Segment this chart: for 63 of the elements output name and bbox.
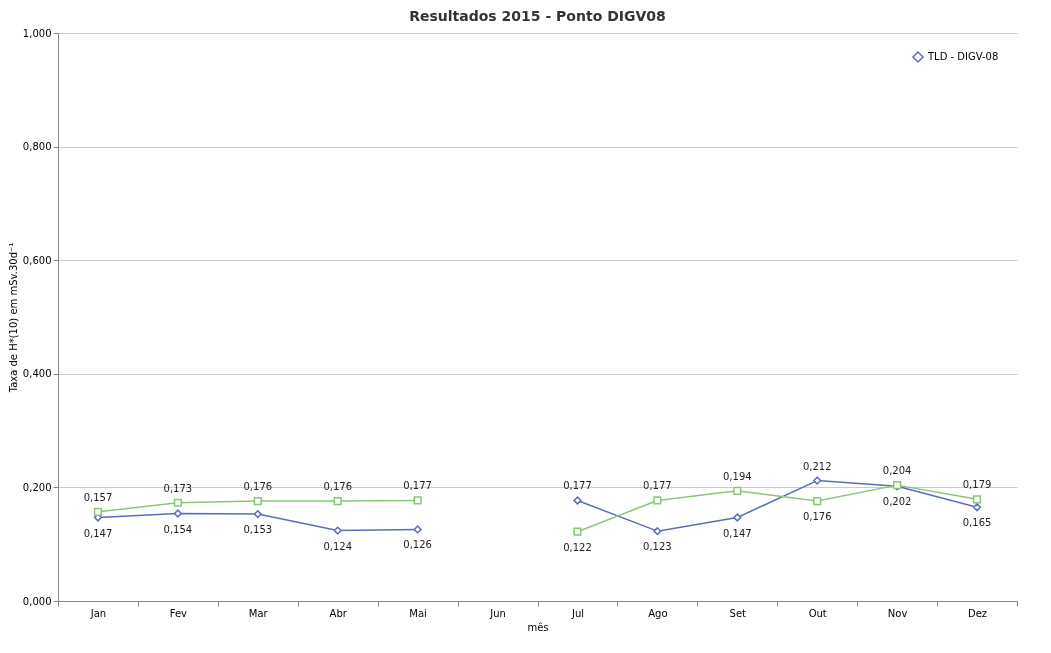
y-axis-title: Taxa de H*(10) em mSv.30d⁻¹: [7, 242, 19, 394]
data-label: 0,122: [563, 541, 592, 553]
point: [972, 495, 982, 504]
point: [733, 486, 742, 495]
data-label: 0,176: [802, 511, 832, 523]
point: [813, 496, 822, 506]
y-tick-label: 0,600: [22, 254, 52, 266]
point: [573, 496, 582, 505]
x-tick-label: Ago: [648, 607, 668, 619]
data-label: 0,147: [83, 527, 113, 539]
point: [93, 507, 103, 516]
point: [333, 496, 342, 506]
x-tick-label: Jul: [570, 607, 584, 619]
data-label: 0,177: [403, 480, 432, 492]
data-label: 0,124: [323, 540, 353, 552]
point: [413, 496, 422, 505]
point: [573, 527, 582, 536]
point: [413, 525, 422, 534]
data-label: 0,123: [643, 541, 672, 553]
data-label: 0,202: [882, 496, 912, 508]
chart-title: Resultados 2015 - Ponto DIGV08: [409, 8, 666, 24]
data-label: 0,165: [962, 517, 992, 529]
point: [173, 498, 182, 507]
point: [173, 509, 182, 518]
x-tick-label: Out: [808, 607, 827, 619]
point: [253, 496, 262, 506]
data-label: 0,176: [323, 481, 353, 493]
x-axis-title: mês: [527, 621, 549, 633]
x-tick-label: Jun: [489, 607, 506, 619]
point: [972, 503, 982, 512]
data-label: 0,126: [403, 539, 432, 551]
data-label: 0,177: [563, 480, 592, 492]
data-label: 0,177: [643, 480, 672, 492]
point: [813, 476, 822, 485]
x-tick-label: Nov: [887, 607, 908, 619]
x-tick-label: Mar: [248, 607, 269, 619]
point: [253, 509, 262, 519]
y-tick-label: 0,200: [22, 481, 52, 493]
point: [653, 527, 662, 536]
y-tick-label: 0,800: [22, 141, 52, 153]
point: [733, 513, 742, 522]
x-tick-label: Mai: [409, 607, 427, 619]
x-tick-label: Fev: [169, 607, 188, 619]
y-tick-label: 0,400: [22, 368, 52, 380]
data-label: 0,176: [243, 481, 273, 493]
data-label: 0,204: [882, 465, 912, 477]
data-label: 0,157: [83, 491, 113, 503]
y-tick-label: 1,000: [22, 27, 52, 39]
point: [333, 526, 342, 535]
x-tick-label: Jan: [89, 607, 107, 619]
point: [653, 496, 662, 505]
legend-label: TLD - DIGV-08: [927, 51, 999, 62]
x-tick-label: Dez: [967, 607, 988, 619]
data-label: 0,147: [722, 527, 752, 539]
data-label: 0,212: [802, 460, 832, 472]
data-label: 0,173: [163, 482, 193, 494]
data-label: 0,154: [163, 523, 193, 535]
data-label: 0,194: [722, 470, 752, 482]
data-label: 0,153: [243, 524, 273, 536]
x-tick-label: Abr: [329, 607, 348, 619]
x-tick-label: Set: [729, 607, 747, 619]
y-tick-label: 0,000: [22, 595, 52, 607]
data-label: 0,179: [962, 479, 992, 491]
